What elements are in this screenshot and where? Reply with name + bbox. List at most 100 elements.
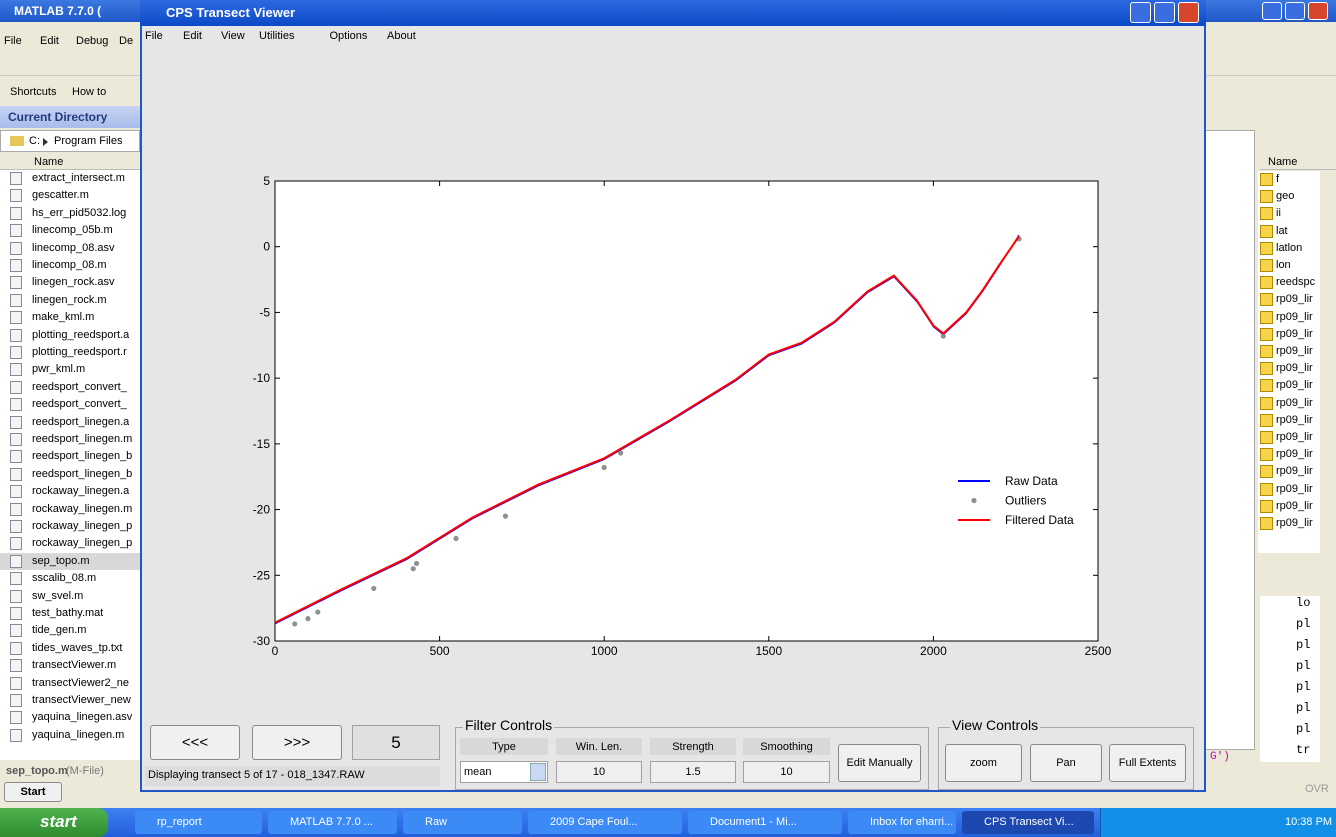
viewer-window-buttons[interactable] bbox=[1130, 2, 1202, 24]
menu-item[interactable]: De bbox=[119, 35, 134, 47]
history-item[interactable]: pl bbox=[1296, 659, 1311, 673]
file-name[interactable]: rockaway_linegen.a bbox=[32, 485, 130, 498]
taskbar-item[interactable]: CPS Transect Vi... bbox=[962, 811, 1094, 834]
file-name[interactable]: rockaway_linegen_p bbox=[32, 537, 133, 550]
file-name[interactable]: reedsport_linegen.a bbox=[32, 415, 130, 428]
history-item[interactable]: pl bbox=[1296, 638, 1311, 652]
file-name[interactable]: reedsport_convert_ bbox=[32, 398, 127, 411]
menu-item[interactable]: Debug bbox=[76, 35, 109, 47]
menu-item[interactable]: Edit bbox=[183, 30, 202, 42]
variable-name[interactable]: rp09_lir bbox=[1276, 499, 1313, 512]
file-name[interactable]: sw_svel.m bbox=[32, 589, 84, 602]
history-item[interactable]: lo bbox=[1296, 596, 1311, 610]
path-drive[interactable]: C: bbox=[29, 135, 40, 147]
matlab-window-buttons[interactable] bbox=[1262, 2, 1332, 20]
file-name[interactable]: yaquina_linegen.asv bbox=[32, 711, 133, 724]
history-item[interactable]: pl bbox=[1296, 722, 1311, 736]
matlab-start-button[interactable]: Start bbox=[4, 782, 62, 802]
file-name[interactable]: pwr_kml.m bbox=[32, 363, 86, 376]
variable-name[interactable]: rp09_lir bbox=[1276, 517, 1313, 529]
file-name[interactable]: transectViewer.m bbox=[32, 659, 117, 672]
variable-name[interactable]: rp09_lir bbox=[1276, 362, 1313, 375]
file-name[interactable]: yaquina_linegen.m bbox=[32, 728, 125, 741]
file-name[interactable]: linegen_rock.asv bbox=[32, 276, 115, 289]
file-name[interactable]: make_kml.m bbox=[32, 311, 95, 324]
filter-input[interactable]: 10 bbox=[556, 761, 642, 783]
file-name[interactable]: extract_intersect.m bbox=[32, 172, 125, 184]
file-name[interactable]: rockaway_linegen.m bbox=[32, 502, 133, 515]
variable-name[interactable]: rp09_lir bbox=[1276, 465, 1313, 478]
taskbar-item[interactable]: Raw bbox=[403, 811, 522, 834]
taskbar-item[interactable]: MATLAB 7.7.0 ... bbox=[268, 811, 397, 834]
next-button[interactable]: >>> bbox=[252, 725, 342, 760]
variable-name[interactable]: rp09_lir bbox=[1276, 379, 1313, 392]
file-name[interactable]: gescatter.m bbox=[32, 189, 89, 202]
start-button[interactable]: start bbox=[0, 808, 108, 837]
how-to-label[interactable]: How to bbox=[72, 86, 107, 98]
menu-item[interactable]: File bbox=[4, 35, 22, 47]
taskbar-item[interactable]: 2009 Cape Foul... bbox=[528, 811, 682, 834]
taskbar-item[interactable]: Document1 - Mi... bbox=[688, 811, 842, 834]
zoom-button[interactable]: zoom bbox=[945, 744, 1022, 782]
file-name[interactable]: linegen_rock.m bbox=[32, 293, 107, 306]
menu-item[interactable]: About bbox=[387, 30, 416, 42]
menu-item[interactable]: View bbox=[221, 30, 245, 42]
variable-name[interactable]: rp09_lir bbox=[1276, 293, 1313, 306]
prev-button[interactable]: <<< bbox=[150, 725, 240, 760]
variable-name[interactable]: rp09_lir bbox=[1276, 431, 1313, 443]
file-name[interactable]: test_bathy.mat bbox=[32, 607, 104, 619]
path-folder[interactable]: Program Files bbox=[54, 135, 123, 147]
file-name[interactable]: sep_topo.m bbox=[32, 554, 90, 567]
variable-name[interactable]: ii bbox=[1276, 207, 1281, 220]
history-item[interactable]: pl bbox=[1296, 701, 1311, 715]
variable-name[interactable]: lat bbox=[1276, 224, 1288, 237]
workspace-name-header[interactable]: Name bbox=[1268, 156, 1298, 168]
variable-name[interactable]: lon bbox=[1276, 259, 1291, 271]
menu-item[interactable]: Edit bbox=[40, 35, 59, 47]
taskbar-item[interactable]: Inbox for eharri... bbox=[848, 811, 956, 834]
variable-name[interactable]: geo bbox=[1276, 190, 1295, 203]
variable-name[interactable]: rp09_lir bbox=[1276, 310, 1313, 323]
history-item[interactable]: tr bbox=[1296, 743, 1311, 757]
name-header[interactable]: Name bbox=[34, 156, 64, 168]
menu-item[interactable]: File bbox=[145, 30, 163, 42]
full-extents-button[interactable]: Full Extents bbox=[1109, 744, 1186, 782]
pan-button[interactable]: Pan bbox=[1030, 744, 1102, 782]
file-name[interactable]: plotting_reedsport.r bbox=[32, 346, 127, 358]
shortcuts-label[interactable]: Shortcuts bbox=[10, 86, 57, 98]
taskbar-item[interactable]: rp_report bbox=[135, 811, 262, 834]
filter-input[interactable]: 1.5 bbox=[650, 761, 736, 783]
history-item[interactable]: pl bbox=[1296, 617, 1311, 631]
variable-name[interactable]: rp09_lir bbox=[1276, 448, 1313, 461]
file-name[interactable]: hs_err_pid5032.log bbox=[32, 206, 127, 219]
file-name[interactable]: tides_waves_tp.txt bbox=[32, 641, 123, 654]
dropdown-arrow[interactable] bbox=[530, 763, 546, 781]
file-name[interactable]: transectViewer_new bbox=[32, 694, 131, 706]
variable-name[interactable]: reedspc bbox=[1276, 276, 1316, 289]
file-name[interactable]: reedsport_linegen_b bbox=[32, 467, 133, 480]
menu-item[interactable]: Options bbox=[329, 30, 368, 42]
variable-name[interactable]: rp09_lir bbox=[1276, 482, 1313, 495]
transect-number[interactable]: 5 bbox=[352, 725, 440, 760]
filter-input[interactable]: 10 bbox=[743, 761, 830, 783]
file-name[interactable]: transectViewer2_ne bbox=[32, 676, 130, 689]
file-name[interactable]: linecomp_08.m bbox=[32, 259, 107, 271]
filter-input[interactable]: mean bbox=[460, 761, 548, 783]
file-name[interactable]: linecomp_08.asv bbox=[32, 241, 115, 254]
file-name[interactable]: reedsport_linegen.m bbox=[32, 433, 133, 445]
menu-item[interactable]: Utilities bbox=[259, 30, 295, 42]
file-name[interactable]: sscalib_08.m bbox=[32, 572, 97, 585]
variable-name[interactable]: rp09_lir bbox=[1276, 327, 1313, 340]
file-name[interactable]: plotting_reedsport.a bbox=[32, 328, 130, 341]
variable-name[interactable]: rp09_lir bbox=[1276, 413, 1313, 426]
file-name[interactable]: tide_gen.m bbox=[32, 624, 87, 637]
variable-name[interactable]: rp09_lir bbox=[1276, 396, 1313, 409]
variable-name[interactable]: f bbox=[1276, 173, 1280, 185]
variable-name[interactable]: latlon bbox=[1276, 241, 1303, 254]
edit-manually-button[interactable]: Edit Manually bbox=[838, 744, 921, 782]
variable-name[interactable]: rp09_lir bbox=[1276, 345, 1313, 357]
file-name[interactable]: rockaway_linegen_p bbox=[32, 520, 133, 532]
history-item[interactable]: pl bbox=[1296, 680, 1311, 694]
file-name[interactable]: reedsport_linegen_b bbox=[32, 450, 133, 463]
file-name[interactable]: reedsport_convert_ bbox=[32, 380, 127, 393]
